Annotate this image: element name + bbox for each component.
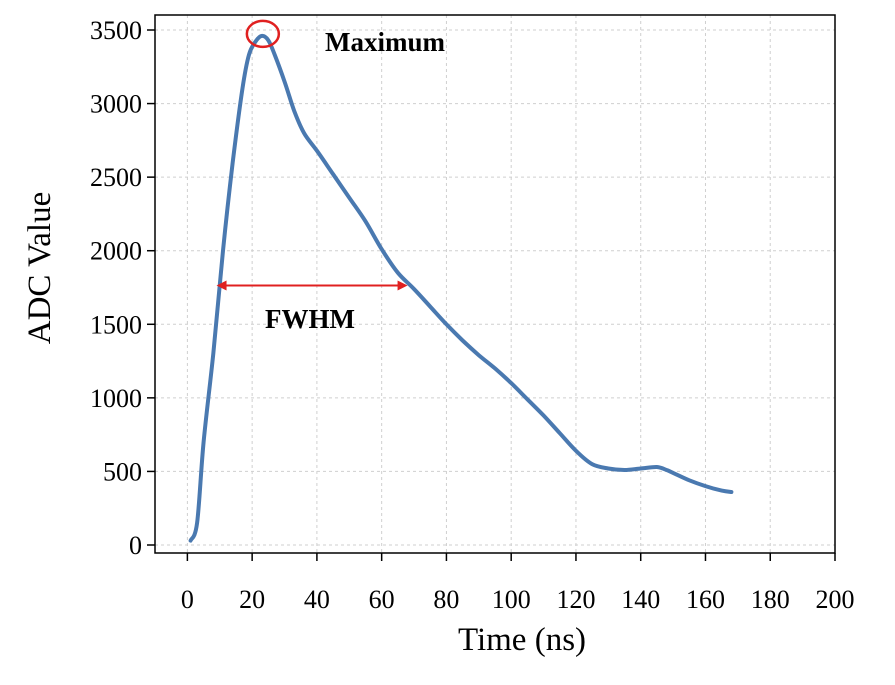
fwhm-label: FWHM — [265, 304, 355, 334]
x-tick-label: 140 — [621, 585, 660, 614]
x-tick-label: 60 — [369, 585, 395, 614]
fwhm-arrowhead-left — [216, 280, 227, 291]
x-tick-label: 20 — [239, 585, 265, 614]
x-tick-label: 200 — [816, 585, 855, 614]
y-axis-label: ADC Value — [22, 192, 58, 344]
x-tick-label: 120 — [556, 585, 595, 614]
annotations: Maximum FWHM — [216, 19, 445, 334]
x-tick-label: 160 — [686, 585, 725, 614]
y-tick-label: 3000 — [90, 90, 142, 119]
y-tick-label: 500 — [103, 457, 142, 486]
y-tick-label: 0 — [129, 531, 142, 560]
tick-marks — [147, 29, 836, 561]
x-tick-label: 0 — [181, 585, 194, 614]
x-tick-label: 100 — [492, 585, 531, 614]
x-tick-label: 40 — [304, 585, 330, 614]
y-tick-label: 1000 — [90, 384, 142, 413]
x-tick-labels: 0 20 40 60 80 100 120 140 160 180 200 — [181, 585, 855, 614]
plot-frame — [154, 14, 836, 554]
y-tick-labels: 0 500 1000 1500 2000 2500 3000 3500 — [90, 16, 142, 560]
y-tick-label: 3500 — [90, 16, 142, 45]
y-tick-label: 2500 — [90, 163, 142, 192]
y-tick-label: 2000 — [90, 237, 142, 266]
x-tick-label: 80 — [433, 585, 459, 614]
series-line-adc — [188, 33, 734, 543]
x-axis-label: Time (ns) — [458, 622, 586, 658]
x-tick-label: 180 — [751, 585, 790, 614]
y-tick-label: 1500 — [90, 310, 142, 339]
maximum-marker-circle — [245, 19, 281, 49]
maximum-label: Maximum — [325, 27, 445, 57]
grid — [155, 15, 836, 553]
fwhm-arrowhead-right — [397, 280, 408, 291]
